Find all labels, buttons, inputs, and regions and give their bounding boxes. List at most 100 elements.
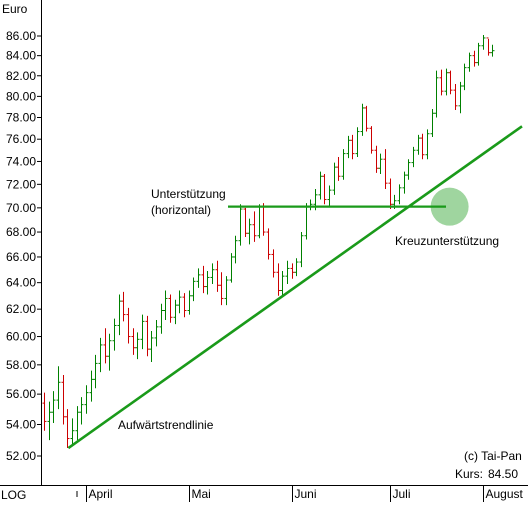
scale-label: LOG	[1, 488, 26, 502]
y-tick-label: 70.00	[6, 201, 36, 215]
x-tick-label: Juni	[295, 487, 317, 501]
ohlc-bar	[322, 173, 327, 205]
ohlc-bar	[112, 318, 117, 351]
y-tick-label: 66.00	[6, 250, 36, 264]
ohlc-bar	[416, 134, 421, 155]
ohlc-bar	[65, 409, 70, 449]
y-axis-label: Euro	[2, 2, 28, 16]
ohlc-bar	[79, 397, 84, 425]
kurs-value: 84.50	[488, 467, 518, 481]
x-tick-label: August	[486, 487, 524, 501]
ohlc-bar	[383, 149, 388, 189]
y-tick-label: 52.00	[6, 449, 36, 463]
support-sub-label: (horizontal)	[151, 203, 211, 217]
ohlc-bar	[159, 303, 164, 334]
ohlc-bar	[327, 185, 332, 207]
ohlc-bar	[177, 290, 182, 314]
ohlc-bar	[481, 35, 486, 50]
ohlc-bar	[261, 203, 266, 236]
ohlc-bar	[290, 263, 295, 279]
trend-line	[67, 125, 523, 450]
ohlc-bar	[238, 204, 243, 246]
ohlc-bar	[219, 272, 224, 306]
y-tick-label: 54.00	[6, 417, 36, 431]
cross-support-highlight	[430, 187, 469, 226]
y-tick-label: 72.00	[6, 177, 36, 191]
ohlc-bar	[107, 333, 112, 371]
ohlc-bar	[453, 83, 458, 111]
ohlc-bar	[360, 103, 365, 136]
ohlc-bar	[332, 162, 337, 195]
ohlc-bar	[89, 370, 94, 402]
ohlc-bar	[229, 253, 234, 283]
y-tick-label: 58.00	[6, 358, 36, 372]
ohlc-bar	[476, 42, 481, 66]
ohlc-bar	[210, 263, 215, 284]
ohlc-bar	[374, 145, 379, 173]
ohlc-bar	[121, 291, 126, 322]
ohlc-bar	[388, 178, 393, 210]
x-tick-label: Mai	[192, 487, 211, 501]
ohlc-bar	[364, 105, 369, 132]
ohlc-bar	[439, 69, 444, 96]
ohlc-bar	[402, 171, 407, 194]
ohlc-bar	[70, 418, 75, 447]
ohlc-bar	[411, 146, 416, 168]
ohlc-bar	[243, 207, 248, 237]
y-tick-label: 80.00	[6, 89, 36, 103]
ohlc-bar	[224, 276, 229, 306]
y-tick-label: 76.00	[6, 132, 36, 146]
y-tick-label: 86.00	[6, 29, 36, 43]
y-tick-label: 64.00	[6, 276, 36, 290]
y-ticks: 52.00 54.00 56.00 58.00 60.00 62.00 64.00 66.00…	[6, 29, 42, 463]
ohlc-bar	[135, 332, 140, 360]
ohlc-bar	[145, 315, 150, 357]
ohlc-bar	[462, 63, 467, 91]
ohlc-bar	[346, 135, 351, 159]
y-tick-label: 82.00	[6, 69, 36, 83]
ohlc-bar	[233, 235, 238, 264]
ohlc-bar	[215, 260, 220, 292]
ohlc-bar	[458, 81, 463, 114]
ohlc-bar	[318, 171, 323, 200]
ohlc-bar	[182, 293, 187, 318]
ohlc-bar	[341, 149, 346, 180]
ohlc-bar	[490, 44, 495, 57]
support-label: Unterstützung	[151, 187, 226, 201]
ohlc-bar	[75, 406, 80, 441]
ohlc-bar	[444, 68, 449, 96]
ohlc-bar	[84, 385, 89, 414]
ohlc-bar	[271, 249, 276, 278]
ohlc-bar	[266, 228, 271, 260]
ohlc-bar	[280, 271, 285, 296]
ohlc-bar	[51, 391, 56, 423]
ohlc-bar	[257, 204, 262, 239]
ohlc-bar	[336, 156, 341, 181]
y-tick-label: 68.00	[6, 225, 36, 239]
ohlc-bar	[126, 307, 131, 344]
cross-support-label: Kreuzunterstützung	[395, 234, 499, 248]
ohlc-bar	[472, 50, 477, 67]
copyright-label: (c) Tai-Pan	[464, 449, 522, 463]
ohlc-bar	[205, 271, 210, 295]
ohlc-bar	[252, 211, 257, 242]
y-tick-label: 74.00	[6, 154, 36, 168]
ohlc-bar	[430, 108, 435, 138]
y-tick-label: 60.00	[6, 330, 36, 344]
ohlc-bar	[467, 52, 472, 72]
ohlc-bar	[98, 337, 103, 373]
ohlc-bar	[355, 127, 360, 157]
ohlc-bar	[285, 260, 290, 284]
ohlc-bar	[93, 354, 98, 389]
ohlc-bar	[191, 277, 196, 302]
ohlc-bar	[486, 37, 491, 56]
trendline-label: Aufwärtstrendlinie	[118, 418, 214, 432]
price-bars	[42, 35, 495, 449]
ohlc-bar	[299, 232, 304, 268]
ohlc-bar	[56, 366, 61, 410]
ohlc-bar	[140, 314, 145, 350]
ohlc-bar	[149, 330, 154, 362]
ohlc-bar	[308, 199, 313, 211]
